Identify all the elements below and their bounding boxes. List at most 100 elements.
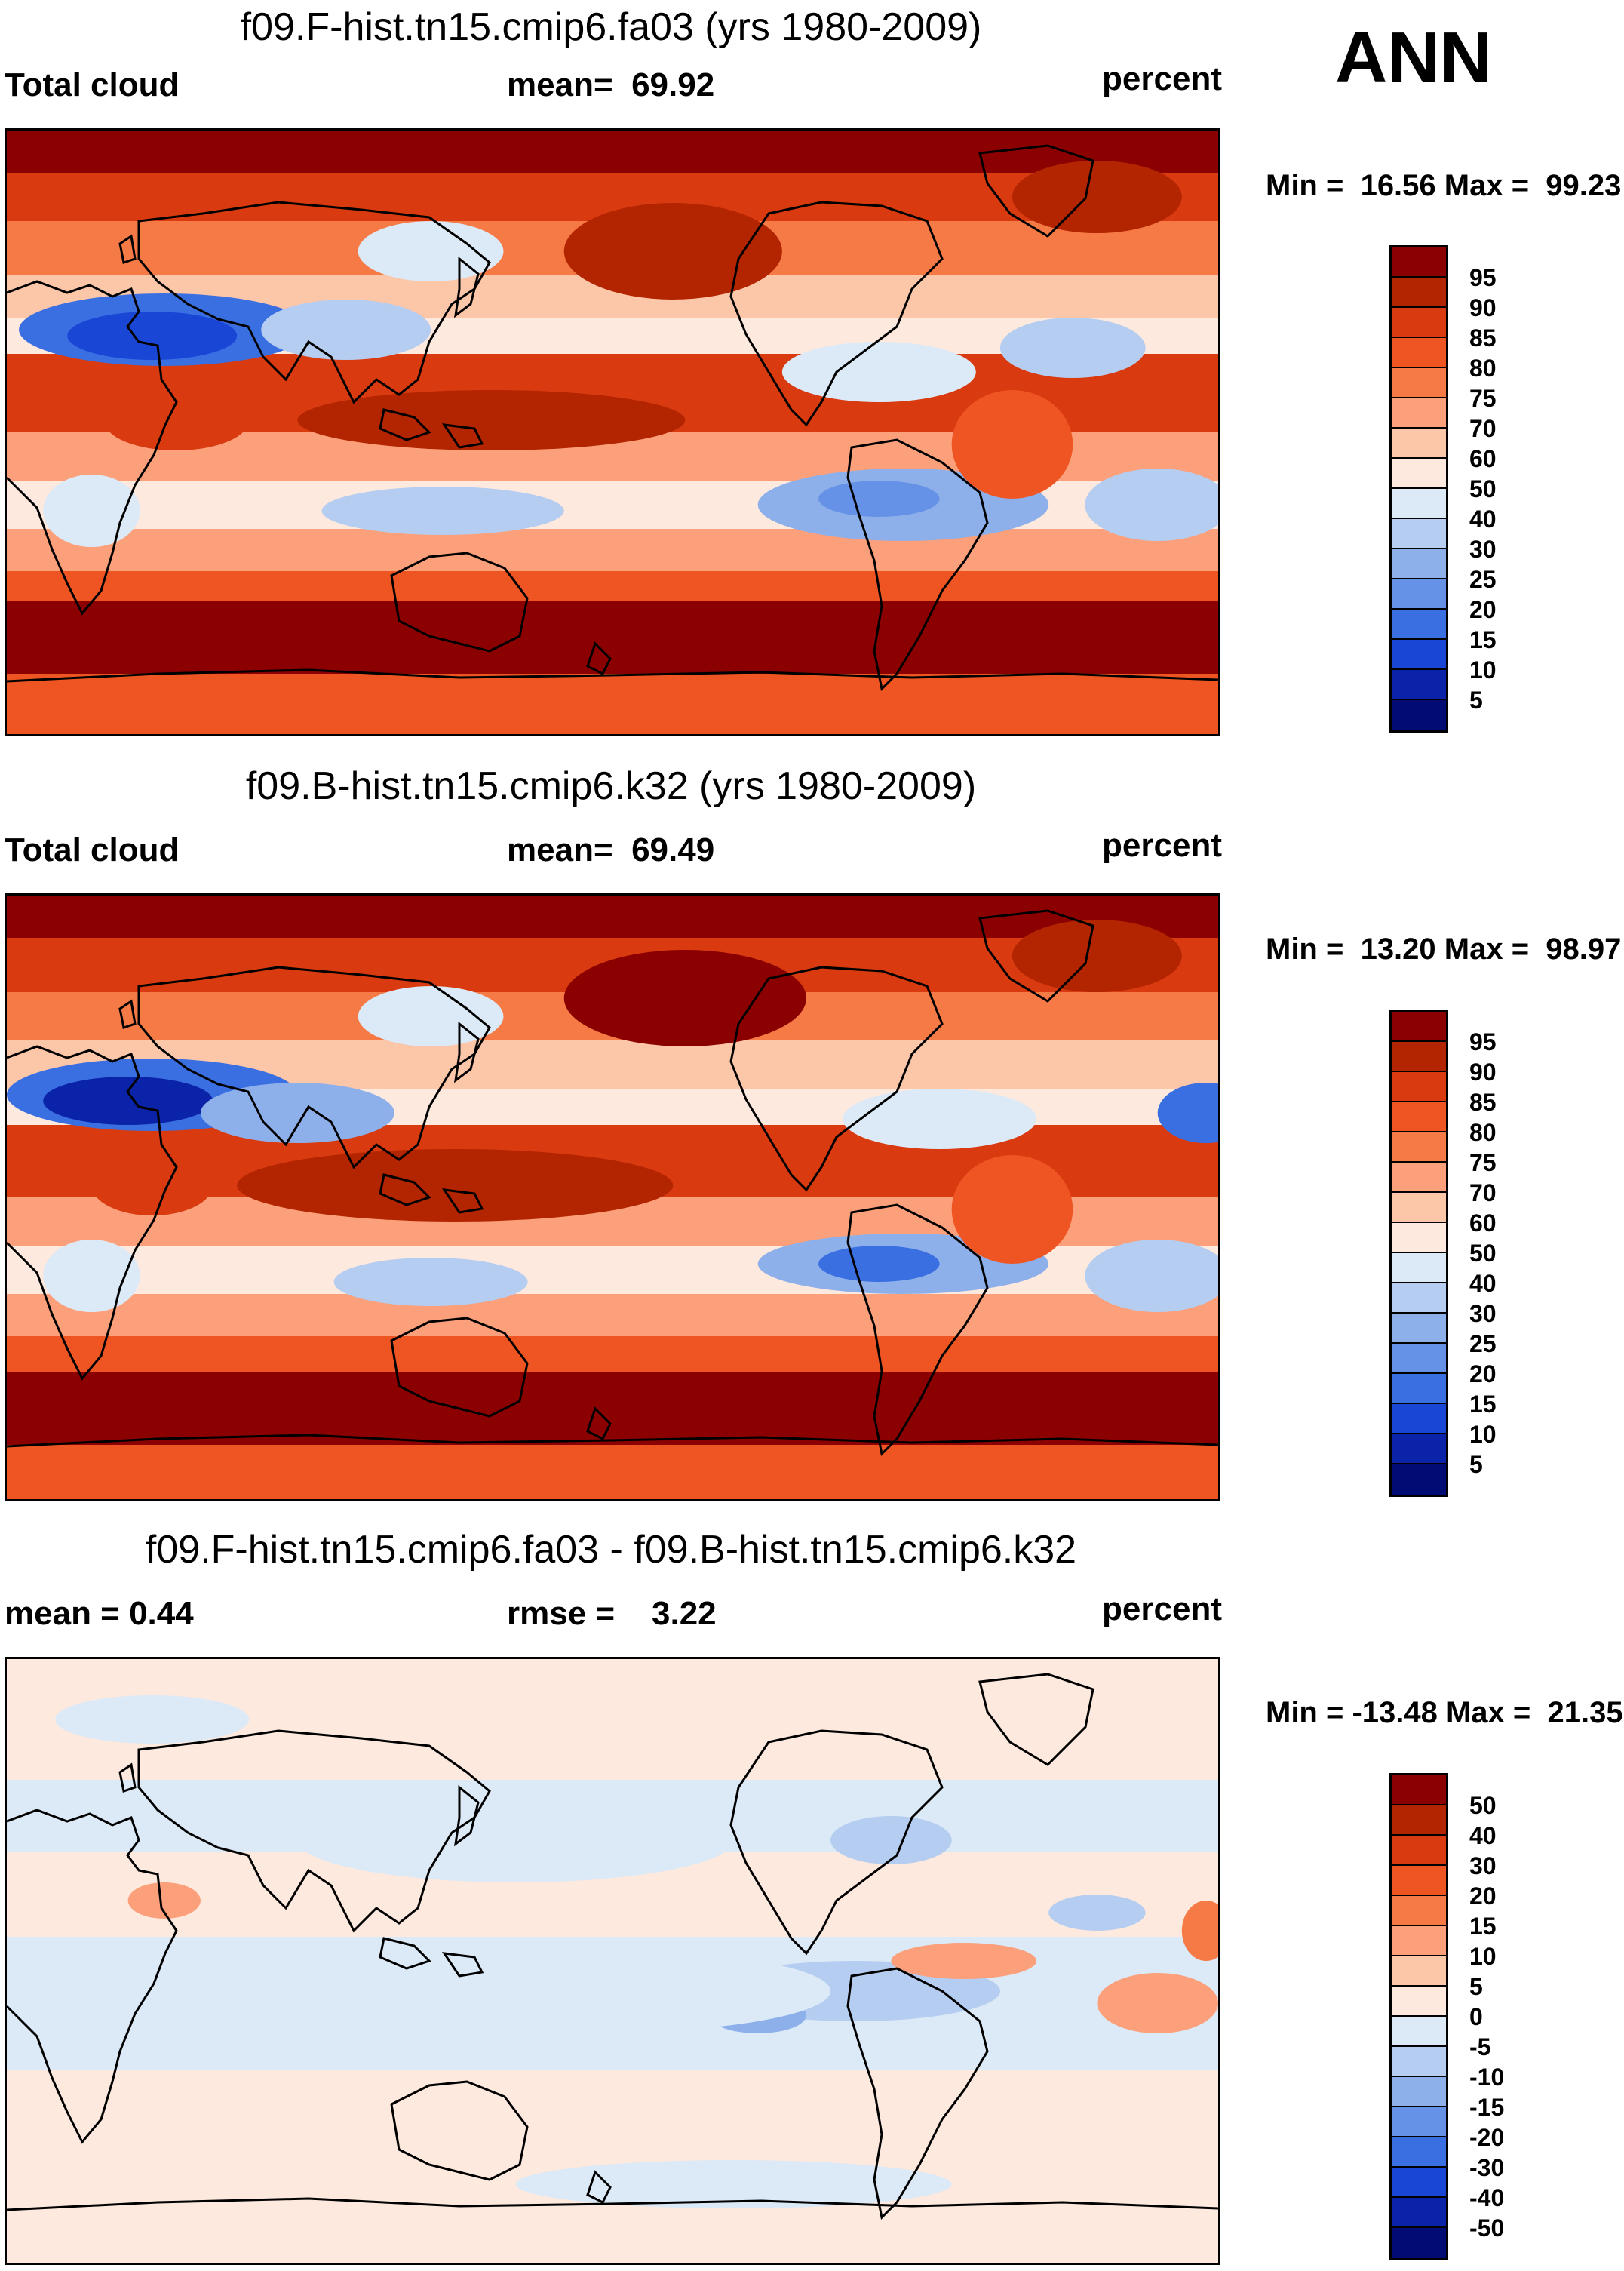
colorbar-tick-label: 5 — [1469, 687, 1483, 714]
variable-label: Total cloud — [5, 66, 180, 103]
colorbar-tick-label: 40 — [1469, 506, 1497, 533]
field-band — [7, 1294, 1218, 1337]
field-region — [237, 1149, 674, 1222]
colorbar-swatch — [1392, 278, 1446, 308]
field-region — [1097, 1973, 1218, 2033]
colorbar-swatch — [1392, 368, 1446, 398]
min-max-label: Min = 13.20 Max = 98.97 — [1266, 933, 1622, 966]
coastline — [978, 1673, 1094, 1766]
field-band — [7, 896, 1218, 939]
field-region — [358, 986, 504, 1046]
field-band — [7, 1336, 1218, 1373]
colorbar-tick-label: 70 — [1469, 415, 1497, 442]
colorbar-tick-label: 70 — [1469, 1179, 1497, 1206]
colorbar-swatch — [1392, 610, 1446, 640]
coastline — [978, 909, 1094, 1003]
colorbar-tick-label: 50 — [1469, 1240, 1497, 1267]
field-region — [67, 312, 238, 360]
colorbar-tick-label: 90 — [1469, 1059, 1497, 1086]
units-label: percent — [1102, 827, 1222, 864]
colorbar-tick-label: 10 — [1469, 1421, 1497, 1448]
map-svg — [7, 1659, 1218, 2263]
colorbar-swatch — [1392, 640, 1446, 670]
colorbar-tick-label: -30 — [1469, 2154, 1505, 2181]
rmse-label: rmse = 3.22 — [507, 1595, 717, 1632]
colorbar-tick-label: 60 — [1469, 1209, 1497, 1237]
coastline — [7, 668, 1218, 683]
coastline — [729, 201, 944, 427]
field-region — [818, 1246, 940, 1282]
coastline — [846, 1203, 989, 1457]
colorbar-swatch — [1392, 338, 1446, 368]
colorbar-swatch — [1392, 1283, 1446, 1314]
colorbar-swatch — [1392, 1102, 1446, 1132]
season-label: ANN — [1335, 17, 1492, 98]
field-region — [563, 950, 806, 1046]
coastline — [7, 280, 178, 616]
coastline — [118, 1762, 137, 1793]
field-region — [781, 342, 976, 402]
colorbar-swatch — [1392, 579, 1446, 610]
colorbar-swatch — [1392, 2047, 1446, 2077]
colorbar-swatch — [1392, 1163, 1446, 1193]
colorbar-swatch — [1392, 1896, 1446, 1926]
panel-title: f09.B-hist.tn15.cmip6.k32 (yrs 1980-2009… — [245, 764, 977, 808]
colorbar-swatch — [1392, 1866, 1446, 1896]
colorbar-swatch — [1392, 1926, 1446, 1956]
coastline — [454, 1021, 480, 1083]
colorbar-tick-label: 30 — [1469, 1852, 1497, 1879]
coastline — [390, 552, 529, 653]
field-region — [1085, 469, 1218, 541]
colorbar-swatch — [1392, 1012, 1446, 1042]
min-max-label: Min = -13.48 Max = 21.35 — [1266, 1696, 1623, 1729]
field-region — [1157, 1083, 1218, 1143]
panel-title: f09.F-hist.tn15.cmip6.fa03 - f09.B-hist.… — [145, 1528, 1077, 1572]
colorbar-tick-label: 50 — [1469, 1792, 1497, 1819]
colorbar — [1389, 245, 1448, 733]
coastline — [846, 1967, 989, 2220]
panel-title: f09.F-hist.tn15.cmip6.fa03 (yrs 1980-200… — [240, 5, 982, 49]
colorbar-tick-label: -50 — [1469, 2214, 1505, 2242]
field-region — [127, 1882, 201, 1919]
field-band — [7, 1372, 1218, 1446]
field-region — [358, 221, 504, 281]
colorbar-swatch — [1392, 1193, 1446, 1223]
colorbar-swatch — [1392, 1374, 1446, 1404]
colorbar-swatch — [1392, 1805, 1446, 1836]
coastline — [390, 2080, 529, 2181]
units-label: percent — [1102, 1590, 1222, 1627]
colorbar-swatch — [1392, 1956, 1446, 1987]
field-region — [1181, 1901, 1218, 1961]
field-band — [7, 674, 1218, 734]
colorbar-tick-label: 40 — [1469, 1270, 1497, 1297]
coastline — [586, 1406, 612, 1441]
field-region — [321, 487, 564, 535]
field-region — [818, 481, 940, 517]
coastline — [7, 1434, 1218, 1448]
field-region — [515, 2160, 952, 2208]
colorbar-swatch — [1392, 489, 1446, 519]
colorbar-tick-label: 25 — [1469, 566, 1497, 593]
coastline — [390, 1317, 529, 1418]
colorbar-tick-label: 30 — [1469, 1300, 1497, 1327]
colorbar-swatch — [1392, 1464, 1446, 1495]
colorbar-swatch — [1392, 700, 1446, 730]
colorbar-tick-label: 95 — [1469, 1028, 1497, 1056]
colorbar-swatch — [1392, 1344, 1446, 1374]
field-region — [333, 1258, 528, 1306]
difference-map — [5, 1657, 1220, 2265]
colorbar-tick-label: 20 — [1469, 596, 1497, 623]
field-region — [345, 1949, 831, 2033]
colorbar-swatch — [1392, 1042, 1446, 1072]
field-region — [91, 1155, 213, 1215]
colorbar-tick-label: 85 — [1469, 324, 1497, 352]
colorbar-tick-label: 30 — [1469, 536, 1497, 563]
field-band — [7, 601, 1218, 675]
colorbar-swatch — [1392, 1072, 1446, 1102]
field-region — [951, 1155, 1073, 1264]
field-region — [43, 1077, 213, 1125]
colorbar-swatch — [1392, 2077, 1446, 2107]
colorbar-tick-label: 75 — [1469, 1149, 1497, 1176]
field-region — [1085, 1240, 1218, 1312]
field-region — [563, 203, 782, 300]
